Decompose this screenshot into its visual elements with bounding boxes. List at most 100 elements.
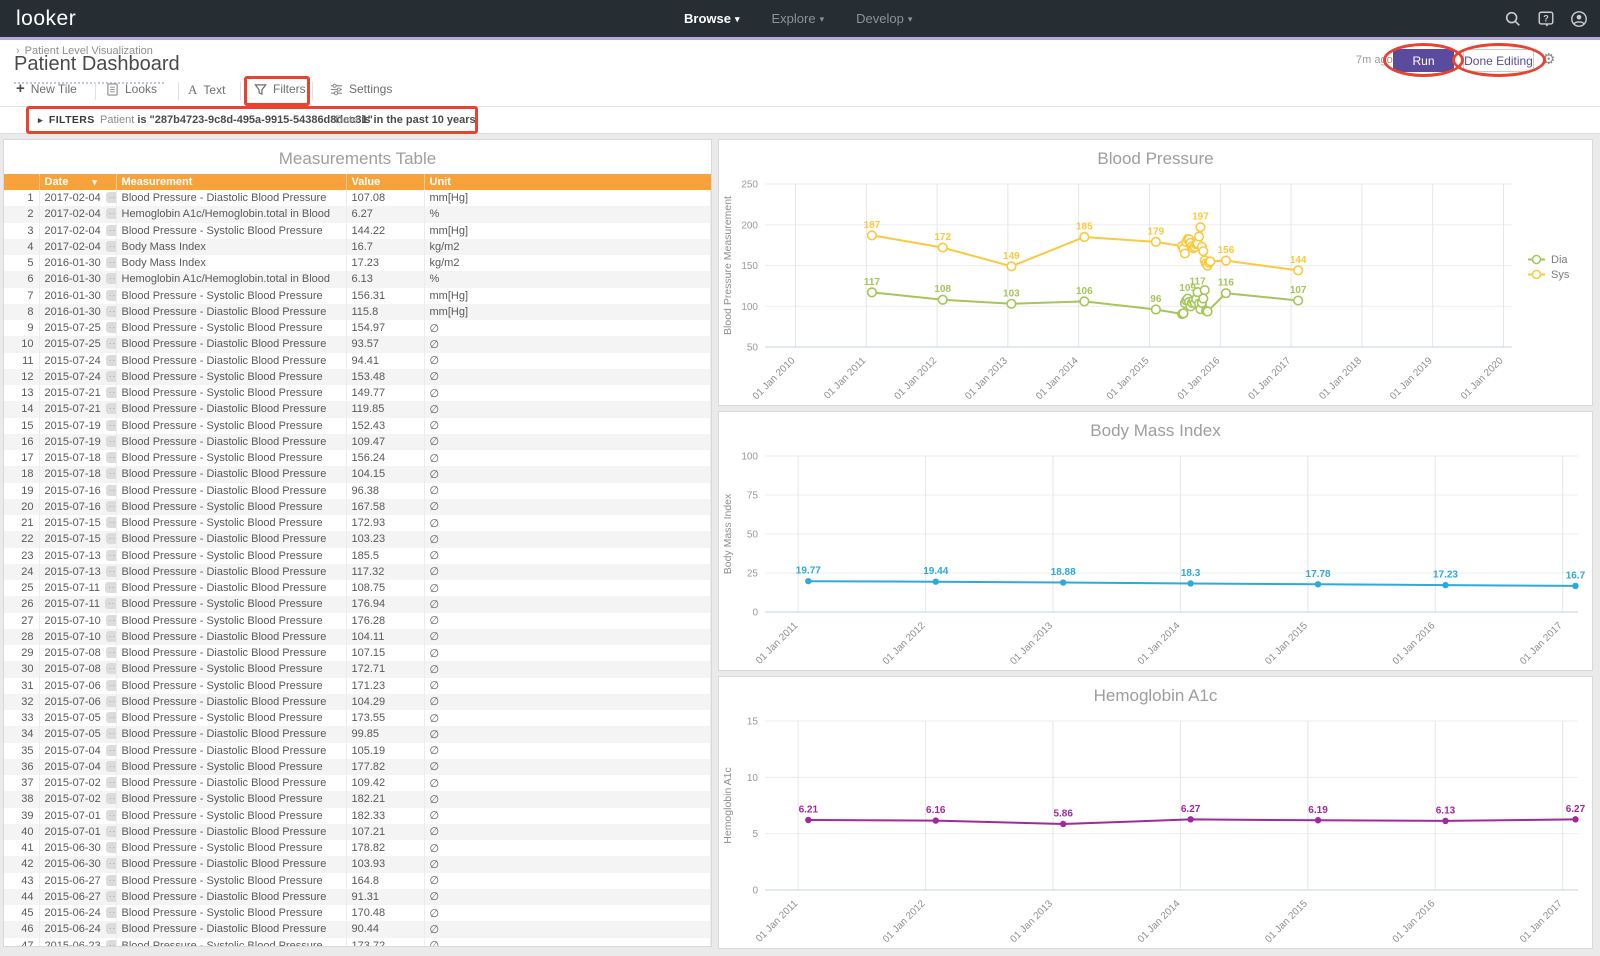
- breadcrumb[interactable]: › Patient Level Visualization: [16, 45, 153, 57]
- cell-menu-icon[interactable]: ···: [105, 387, 115, 399]
- bmi-chart[interactable]: 0 25 50 75 100 01 Jan 2011 01 Jan 2012 01 Jan 2…: [719, 444, 1592, 672]
- cell-menu-icon[interactable]: ···: [105, 192, 115, 204]
- cell-menu-icon[interactable]: ···: [105, 305, 115, 317]
- gear-icon[interactable]: ⚙: [1542, 51, 1556, 68]
- cell-menu-icon[interactable]: ···: [105, 500, 115, 512]
- search-icon[interactable]: [1504, 10, 1522, 28]
- cell-menu-icon[interactable]: ···: [105, 744, 115, 756]
- legend-item-dia[interactable]: Dia: [1528, 254, 1568, 266]
- cell-menu-icon[interactable]: ···: [105, 208, 115, 220]
- cell-menu-icon[interactable]: ···: [105, 435, 115, 447]
- cell-menu-icon[interactable]: ···: [105, 890, 115, 902]
- cell-menu-icon[interactable]: ···: [105, 403, 115, 415]
- new-tile-button[interactable]: + New Tile: [16, 80, 77, 97]
- cell-menu-icon[interactable]: ···: [105, 793, 115, 805]
- cell-menu-icon[interactable]: ···: [105, 663, 115, 675]
- menu-develop[interactable]: Develop ▾: [856, 11, 913, 26]
- cell-menu-icon[interactable]: ···: [105, 517, 115, 529]
- cell-menu-icon[interactable]: ···: [105, 533, 115, 545]
- help-icon[interactable]: ?: [1537, 10, 1555, 28]
- filters-expander[interactable]: ▸ FILTERS: [38, 114, 95, 126]
- cell-menu-icon[interactable]: ···: [105, 289, 115, 301]
- text-button[interactable]: A Text: [188, 82, 226, 97]
- cell-menu-icon[interactable]: ···: [105, 809, 115, 821]
- cell-menu-icon[interactable]: ···: [105, 224, 115, 236]
- cell-menu-icon[interactable]: ···: [105, 712, 115, 724]
- column-header-measurement[interactable]: Measurement: [115, 174, 346, 190]
- looks-button[interactable]: Looks: [106, 82, 157, 96]
- looker-logo[interactable]: looker: [16, 7, 77, 30]
- cell-menu-icon[interactable]: ···: [105, 549, 115, 561]
- cell-menu-icon[interactable]: ···: [105, 842, 115, 854]
- cell-menu-icon[interactable]: ···: [105, 565, 115, 577]
- menu-browse[interactable]: Browse ▾: [684, 11, 740, 26]
- cell-menu-icon[interactable]: ···: [105, 338, 115, 350]
- account-icon[interactable]: [1570, 10, 1588, 28]
- legend-item-sys[interactable]: Sys: [1528, 269, 1570, 281]
- column-header-value[interactable]: Value: [345, 174, 424, 190]
- cell-menu-icon[interactable]: ···: [105, 452, 115, 464]
- filter-patient[interactable]: Patient is "287b4723-9c8d-495a-9915-5438…: [100, 114, 373, 126]
- cell-menu-icon[interactable]: ···: [105, 240, 115, 252]
- cell-menu-icon[interactable]: ···: [105, 370, 115, 382]
- menu-explore[interactable]: Explore ▾: [771, 11, 825, 26]
- cell-menu-icon[interactable]: ···: [105, 257, 115, 269]
- cell-menu-icon[interactable]: ···: [104, 582, 115, 594]
- cell-menu-icon[interactable]: ···: [105, 679, 115, 691]
- blood-pressure-chart[interactable]: 50 100 150 200 250 01 Jan 2010 01 Jan 2011 01 J…: [719, 172, 1592, 407]
- cell-menu-icon[interactable]: ···: [105, 825, 115, 837]
- cell-menu-icon[interactable]: ···: [104, 598, 115, 610]
- cell-menu-icon[interactable]: ···: [105, 647, 115, 659]
- cell-menu-icon[interactable]: ···: [105, 939, 115, 946]
- column-header-unit[interactable]: Unit: [423, 174, 711, 190]
- cell-menu-icon[interactable]: ···: [105, 273, 115, 285]
- cell-menu-icon[interactable]: ···: [105, 419, 115, 431]
- a1c-chart[interactable]: 0 5 10 15 01 Jan 2011 01 Jan 2012 01 Jan 2013 0…: [719, 709, 1592, 950]
- cell-menu-icon[interactable]: ···: [105, 322, 115, 334]
- cell-menu-icon[interactable]: ···: [105, 468, 115, 480]
- done-editing-button[interactable]: Done Editing: [1463, 49, 1534, 72]
- cell-menu-icon[interactable]: ···: [105, 728, 115, 740]
- cell-menu-icon[interactable]: ···: [105, 858, 115, 870]
- cell-menu-icon[interactable]: ···: [105, 630, 115, 642]
